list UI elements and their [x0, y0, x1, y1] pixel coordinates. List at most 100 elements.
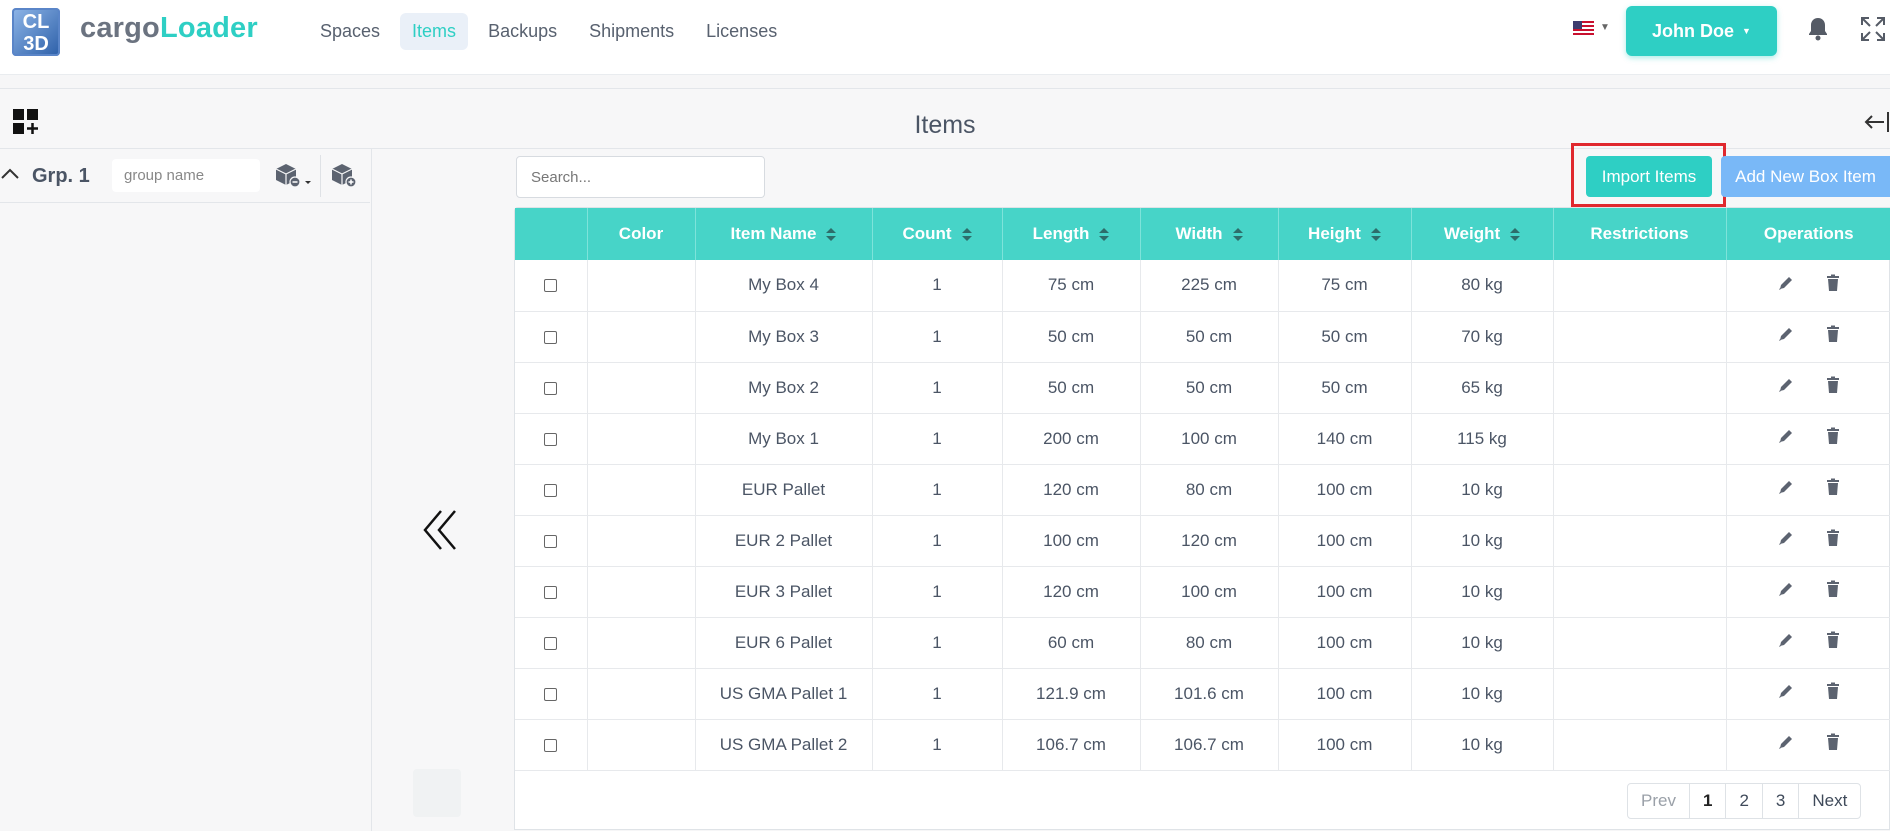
group-name-input[interactable]	[112, 159, 260, 192]
edit-icon[interactable]	[1777, 733, 1795, 751]
collapse-panel-icon[interactable]	[1862, 109, 1890, 135]
height-cell: 50 cm	[1278, 362, 1412, 413]
column-header-weight[interactable]: Weight	[1411, 208, 1554, 260]
edit-icon[interactable]	[1777, 325, 1795, 343]
row-checkbox[interactable]	[544, 534, 558, 548]
edit-icon[interactable]	[1777, 529, 1795, 547]
table-row[interactable]: US GMA Pallet 2 1 106.7 cm 106.7 cm 100 cm 10…	[515, 719, 1890, 770]
table-row[interactable]: EUR 2 Pallet 1 100 cm 120 cm 100 cm 10 kg	[515, 515, 1890, 566]
add-group-icon[interactable]	[12, 108, 40, 136]
trash-icon[interactable]	[1825, 274, 1841, 292]
table-row[interactable]: My Box 1 1 200 cm 100 cm 140 cm 115 kg	[515, 413, 1890, 464]
trash-icon[interactable]	[1825, 631, 1841, 649]
color-cell	[587, 464, 696, 515]
brand-name[interactable]: cargoLoader	[80, 12, 258, 45]
row-checkbox[interactable]	[544, 279, 558, 293]
width-cell: 50 cm	[1140, 362, 1279, 413]
nav-item-items[interactable]: Items	[400, 13, 469, 50]
edit-icon[interactable]	[1777, 580, 1795, 598]
table-row[interactable]: US GMA Pallet 1 1 121.9 cm 101.6 cm 100 cm 10…	[515, 668, 1890, 719]
middle-column	[373, 149, 513, 831]
sort-icon[interactable]	[1232, 227, 1243, 242]
app-logo[interactable]: CL 3D	[12, 8, 60, 56]
column-header-height[interactable]: Height	[1278, 208, 1412, 260]
row-checkbox[interactable]	[544, 687, 558, 701]
fullscreen-icon[interactable]	[1860, 16, 1886, 42]
edit-icon[interactable]	[1777, 427, 1795, 445]
trash-icon[interactable]	[1825, 325, 1841, 343]
trash-icon[interactable]	[1825, 682, 1841, 700]
height-cell: 50 cm	[1278, 311, 1412, 362]
restrictions-cell	[1553, 260, 1727, 311]
nav-item-backups[interactable]: Backups	[488, 21, 558, 41]
trash-icon[interactable]	[1825, 733, 1841, 751]
trash-icon[interactable]	[1825, 580, 1841, 598]
table-row[interactable]: EUR 3 Pallet 1 120 cm 100 cm 100 cm 10 kg	[515, 566, 1890, 617]
table-row[interactable]: My Box 2 1 50 cm 50 cm 50 cm 65 kg	[515, 362, 1890, 413]
row-checkbox[interactable]	[544, 330, 558, 344]
page-2-button[interactable]: 2	[1726, 784, 1763, 818]
user-menu-button[interactable]: John Doe ▼	[1626, 6, 1777, 56]
count-cell: 1	[872, 311, 1003, 362]
double-chevron-left-icon[interactable]	[421, 507, 459, 553]
length-cell: 60 cm	[1002, 617, 1141, 668]
sort-icon[interactable]	[1099, 227, 1110, 242]
row-checkbox[interactable]	[544, 483, 558, 497]
row-select-cell	[515, 617, 588, 668]
trash-icon[interactable]	[1825, 529, 1841, 547]
column-header-count[interactable]: Count	[872, 208, 1003, 260]
scroll-handle[interactable]	[413, 769, 461, 817]
row-checkbox[interactable]	[544, 381, 558, 395]
page-3-button[interactable]: 3	[1763, 784, 1800, 818]
sort-icon[interactable]	[961, 227, 972, 242]
table-row[interactable]: EUR Pallet 1 120 cm 80 cm 100 cm 10 kg	[515, 464, 1890, 515]
column-header-width[interactable]: Width	[1140, 208, 1279, 260]
operations-cell	[1726, 464, 1890, 515]
chevron-up-icon[interactable]	[0, 164, 22, 184]
edit-icon[interactable]	[1777, 682, 1795, 700]
table-row[interactable]: My Box 4 1 75 cm 225 cm 75 cm 80 kg	[515, 260, 1890, 311]
row-checkbox[interactable]	[544, 585, 558, 599]
nav-item-shipments[interactable]: Shipments	[589, 21, 675, 41]
count-cell: 1	[872, 413, 1003, 464]
length-cell: 121.9 cm	[1002, 668, 1141, 719]
nav-item-licenses[interactable]: Licenses	[706, 21, 778, 41]
sort-icon[interactable]	[1370, 227, 1381, 242]
table-row[interactable]: My Box 3 1 50 cm 50 cm 50 cm 70 kg	[515, 311, 1890, 362]
next-page-button[interactable]: Next	[1812, 791, 1848, 810]
row-checkbox[interactable]	[544, 636, 558, 650]
row-checkbox[interactable]	[544, 432, 558, 446]
caret-down-icon[interactable]: ▼	[1600, 22, 1610, 33]
add-new-box-item-button[interactable]: Add New Box Item	[1721, 156, 1890, 197]
bell-icon[interactable]	[1806, 16, 1830, 42]
edit-icon[interactable]	[1777, 274, 1795, 292]
edit-icon[interactable]	[1777, 376, 1795, 394]
color-cell	[587, 260, 696, 311]
prev-page-button[interactable]: Prev	[1628, 784, 1690, 818]
weight-cell: 10 kg	[1411, 617, 1554, 668]
restrictions-cell	[1553, 719, 1727, 770]
row-select-cell	[515, 413, 588, 464]
trash-icon[interactable]	[1825, 478, 1841, 496]
restrictions-cell	[1553, 566, 1727, 617]
row-actions	[1777, 580, 1841, 598]
nav-item-spaces[interactable]: Spaces	[320, 21, 381, 41]
import-items-button[interactable]: Import Items	[1586, 156, 1712, 197]
sort-icon[interactable]	[826, 227, 837, 242]
row-checkbox[interactable]	[544, 738, 558, 752]
column-header-item-name[interactable]: Item Name	[695, 208, 873, 260]
page-1-button[interactable]: 1	[1690, 784, 1727, 818]
table-row[interactable]: EUR 6 Pallet 1 60 cm 80 cm 100 cm 10 kg	[515, 617, 1890, 668]
column-header-length[interactable]: Length	[1002, 208, 1141, 260]
edit-icon[interactable]	[1777, 631, 1795, 649]
length-cell: 120 cm	[1002, 566, 1141, 617]
edit-icon[interactable]	[1777, 478, 1795, 496]
us-flag-icon[interactable]	[1573, 21, 1594, 36]
search-input[interactable]	[516, 156, 765, 198]
trash-icon[interactable]	[1825, 376, 1841, 394]
sort-icon[interactable]	[1510, 227, 1521, 242]
trash-icon[interactable]	[1825, 427, 1841, 445]
remove-item-dropdown-icon[interactable]	[274, 161, 314, 191]
add-item-to-group-icon[interactable]	[330, 161, 362, 191]
